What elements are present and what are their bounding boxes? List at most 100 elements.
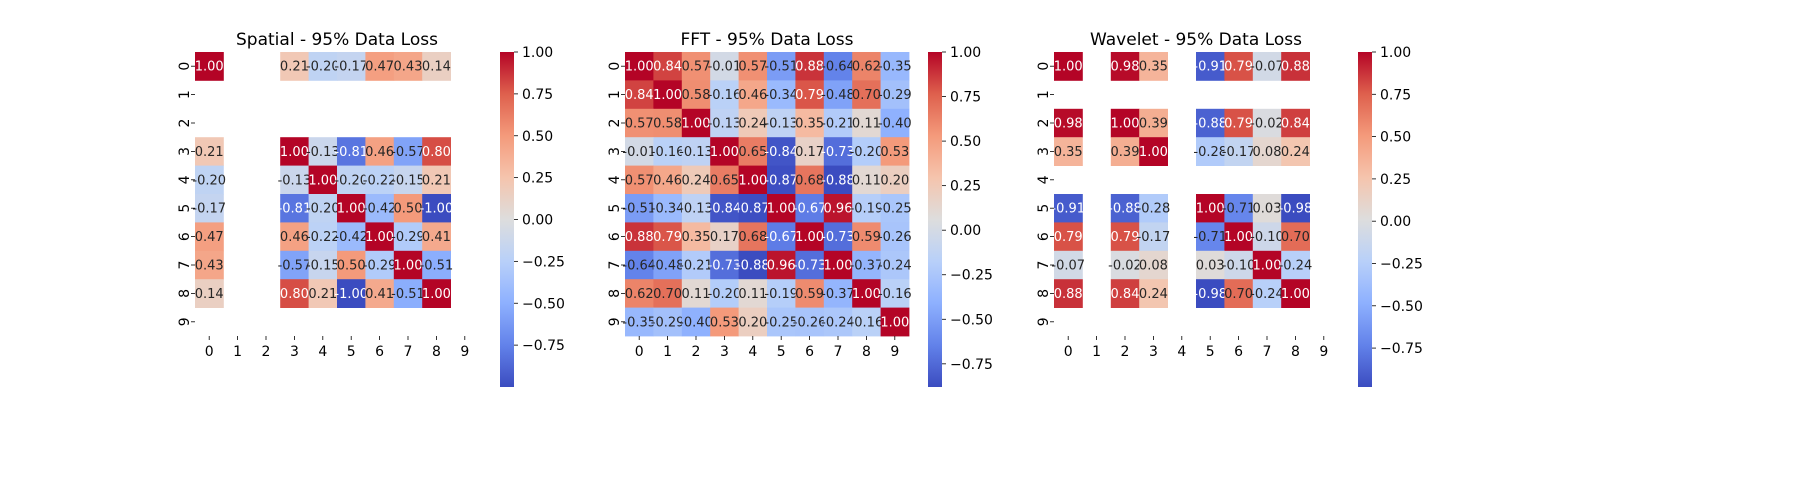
heatmap-cell <box>767 250 796 280</box>
heatmap-cell <box>337 165 366 195</box>
heatmap-cell <box>767 52 796 81</box>
y-tick-label: 9 <box>607 317 623 326</box>
heatmap-cell <box>1196 108 1225 138</box>
heatmap-cell <box>738 137 768 166</box>
heatmap-cell <box>1281 108 1310 138</box>
x-tick-label: 0 <box>205 344 214 360</box>
heatmap-cell <box>738 80 768 110</box>
x-tick-label: 8 <box>1291 344 1300 360</box>
cell-value-label: 0.03 <box>1253 202 1282 217</box>
cell-value-label: 1.00 <box>308 173 337 188</box>
heatmap-cell <box>710 250 739 280</box>
cell-value-label: 0.59 <box>852 230 881 245</box>
colorbar-tick-label: 0.25 <box>950 179 981 195</box>
x-tick-label: 2 <box>1121 344 1130 360</box>
x-tick-label: 4 <box>748 344 757 360</box>
cell-value-label: 1.00 <box>1054 60 1083 75</box>
heatmap-cell <box>280 250 309 280</box>
cell-value-label: 0.79 <box>1224 117 1253 132</box>
heatmap-cell <box>1110 279 1140 308</box>
cell-value-label: -0.20 <box>192 173 226 188</box>
cell-value-label: -0.42 <box>363 202 397 217</box>
cell-value-label: 0.59 <box>795 287 824 302</box>
heatmap-cell <box>365 250 395 280</box>
cell-value-label: -1.00 <box>334 287 368 302</box>
heatmap-cell <box>308 52 338 81</box>
x-tick-label: 1 <box>233 344 242 360</box>
cell-value-label: 0.68 <box>795 173 824 188</box>
heatmap-cell <box>880 194 910 223</box>
heatmap-cell <box>852 52 881 81</box>
cell-value-label: 0.50 <box>394 202 423 217</box>
cell-value-label: 0.57 <box>738 60 767 75</box>
cell-value-label: -0.73 <box>821 230 855 245</box>
heatmap-cell <box>681 222 711 252</box>
y-tick-label: 9 <box>177 317 193 326</box>
colorbar-tick-label: 0.75 <box>950 90 981 106</box>
cell-value-label: -0.48 <box>651 259 685 274</box>
heatmap-cell <box>795 80 825 110</box>
heatmap-cell <box>681 307 711 337</box>
y-tick-label: 0 <box>1036 62 1052 71</box>
heatmap-cell <box>625 80 654 110</box>
heatmap-cell <box>852 307 881 337</box>
heatmap-cell <box>681 80 711 110</box>
colorbar-tick-label: 0.25 <box>1380 172 1411 188</box>
y-tick-label: 6 <box>1036 232 1052 241</box>
heatmap-cell <box>767 279 796 308</box>
heatmap-cell <box>422 165 451 195</box>
heatmap-cell <box>365 52 395 81</box>
heatmap-cell <box>422 52 451 81</box>
cell-value-label: -0.35 <box>878 60 912 75</box>
heatmap-cell <box>681 108 711 138</box>
cell-value-label: 1.00 <box>1281 287 1310 302</box>
cell-value-label: -0.64 <box>622 259 656 274</box>
colorbar-tick-label: −0.25 <box>950 268 993 284</box>
cell-value-label: 0.57 <box>682 60 711 75</box>
heatmap-cell <box>852 250 881 280</box>
colorbar-tick-label: 0.50 <box>522 129 553 145</box>
heatmap-cell <box>625 165 654 195</box>
heatmap-cell <box>1054 108 1083 138</box>
cell-value-label: -0.16 <box>708 88 742 103</box>
cell-value-label: -0.37 <box>821 287 855 302</box>
heatmap-cell <box>767 222 796 252</box>
heatmap-cell <box>1110 137 1140 166</box>
y-tick-label: 1 <box>607 90 623 99</box>
cell-value-label: 0.14 <box>195 287 224 302</box>
heatmap-cell <box>422 279 451 308</box>
heatmap-cell <box>681 250 711 280</box>
x-tick-label: 1 <box>663 344 672 360</box>
cell-value-label: -0.87 <box>764 173 798 188</box>
cell-value-label: 0.11 <box>852 117 881 132</box>
cell-value-label: 0.47 <box>365 60 394 75</box>
heatmap-cell <box>767 108 796 138</box>
heatmap-cell <box>880 279 910 308</box>
cell-value-label: 1.00 <box>653 88 682 103</box>
cell-value-label: 0.88 <box>1054 287 1083 302</box>
heatmap-cell <box>1139 137 1168 166</box>
y-tick-label: 5 <box>607 204 623 213</box>
colorbar-tick-label: 0.75 <box>1380 87 1411 103</box>
heatmap-cell <box>681 165 711 195</box>
cell-value-label: -0.25 <box>764 315 798 330</box>
cell-value-label: -0.88 <box>821 173 855 188</box>
cell-value-label: -0.88 <box>1193 117 1227 132</box>
heatmap-cell <box>1252 108 1282 138</box>
cell-value-label: 0.47 <box>195 230 224 245</box>
heatmap-cell <box>681 279 711 308</box>
cell-value-label: -0.10 <box>1222 259 1256 274</box>
cell-value-label: 0.98 <box>1111 60 1140 75</box>
y-tick-label: 3 <box>1036 147 1052 156</box>
heatmap-cell <box>337 222 366 252</box>
heatmap-cell <box>823 80 853 110</box>
heatmap-cell <box>1252 279 1282 308</box>
cell-value-label: -0.73 <box>821 145 855 160</box>
heatmap-cell <box>422 250 451 280</box>
cell-value-label: -0.40 <box>679 315 713 330</box>
cell-value-label: -0.34 <box>651 202 685 217</box>
cell-value-label: 1.00 <box>422 287 451 302</box>
cell-value-label: 1.00 <box>1139 145 1168 160</box>
cell-value-label: 0.80 <box>280 287 309 302</box>
cell-value-label: -0.87 <box>736 202 770 217</box>
